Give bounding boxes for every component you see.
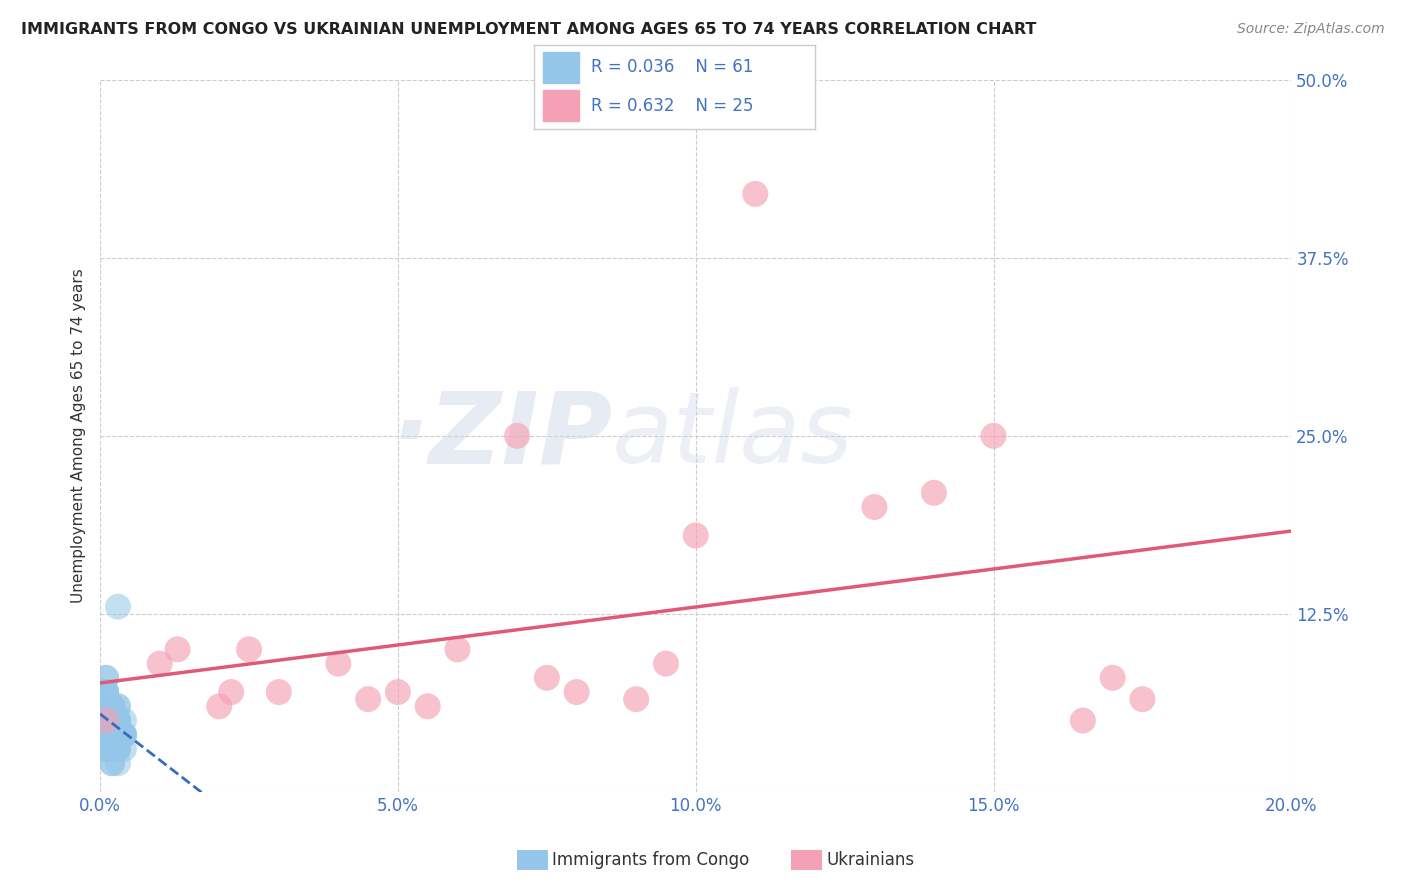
Point (112, 742, 135, 756)
Point (101, 714, 124, 728)
Point (107, 742, 129, 756)
Point (107, 699, 129, 714)
Point (101, 714, 124, 728)
Point (94, 671, 117, 685)
Point (107, 742, 129, 756)
Point (94, 685, 117, 699)
Point (238, 642, 260, 657)
Point (149, 657, 172, 671)
Text: Source: ZipAtlas.com: Source: ZipAtlas.com (1237, 22, 1385, 37)
Point (107, 714, 129, 728)
Point (94, 728, 117, 742)
Text: ·ZIP: ·ZIP (391, 387, 613, 484)
Point (863, 500, 886, 514)
Point (744, 186, 766, 201)
Text: R = 0.036    N = 61: R = 0.036 N = 61 (591, 59, 752, 77)
Point (101, 728, 124, 742)
Point (446, 642, 468, 657)
Point (1071, 714, 1094, 728)
Point (328, 657, 350, 671)
Point (94, 699, 117, 714)
Point (94, 728, 117, 742)
Point (107, 742, 129, 756)
Point (94, 699, 117, 714)
Point (94, 742, 117, 756)
Point (101, 699, 124, 714)
Point (94, 714, 117, 728)
Point (101, 742, 124, 756)
Point (107, 699, 129, 714)
Point (94, 671, 117, 685)
Point (94, 742, 117, 756)
Point (101, 742, 124, 756)
Point (101, 742, 124, 756)
Point (107, 728, 129, 742)
Point (107, 756, 129, 771)
Point (1132, 692, 1154, 706)
Point (107, 714, 129, 728)
Point (101, 699, 124, 714)
Y-axis label: Unemployment Among Ages 65 to 74 years: Unemployment Among Ages 65 to 74 years (72, 268, 86, 603)
Point (112, 714, 135, 728)
Point (101, 756, 124, 771)
Point (107, 728, 129, 742)
Point (565, 685, 588, 699)
Point (94, 728, 117, 742)
Text: atlas: atlas (613, 387, 853, 484)
Point (112, 728, 135, 742)
Point (101, 728, 124, 742)
Text: IMMIGRANTS FROM CONGO VS UKRAINIAN UNEMPLOYMENT AMONG AGES 65 TO 74 YEARS CORREL: IMMIGRANTS FROM CONGO VS UKRAINIAN UNEMP… (21, 22, 1036, 37)
Point (107, 728, 129, 742)
Bar (543, 53, 579, 83)
Bar (543, 90, 579, 120)
Point (506, 429, 529, 443)
Text: Ukrainians: Ukrainians (825, 851, 914, 869)
Point (624, 692, 647, 706)
Point (107, 599, 129, 614)
Point (94, 685, 117, 699)
Text: Immigrants from Congo: Immigrants from Congo (551, 851, 749, 869)
Point (101, 714, 124, 728)
Point (416, 699, 439, 714)
Point (94, 742, 117, 756)
Point (208, 699, 231, 714)
Point (166, 642, 188, 657)
Point (112, 728, 135, 742)
Point (387, 685, 409, 699)
Point (536, 671, 558, 685)
Point (101, 756, 124, 771)
Point (101, 699, 124, 714)
Point (112, 728, 135, 742)
Point (112, 728, 135, 742)
Text: R = 0.632    N = 25: R = 0.632 N = 25 (591, 96, 754, 114)
Point (357, 692, 380, 706)
Point (107, 714, 129, 728)
Point (101, 699, 124, 714)
Point (101, 728, 124, 742)
Point (983, 429, 1005, 443)
Point (655, 657, 678, 671)
Point (94, 685, 117, 699)
Point (267, 685, 290, 699)
Point (101, 714, 124, 728)
Point (94, 685, 117, 699)
Point (101, 728, 124, 742)
Point (219, 685, 242, 699)
Point (1101, 671, 1123, 685)
Point (94, 714, 117, 728)
Point (94, 699, 117, 714)
Point (94, 728, 117, 742)
Point (685, 528, 707, 542)
Point (101, 714, 124, 728)
Point (94, 699, 117, 714)
Point (922, 485, 945, 500)
Point (94, 714, 117, 728)
Point (101, 714, 124, 728)
Point (107, 714, 129, 728)
Point (101, 699, 124, 714)
Point (94, 742, 117, 756)
Point (94, 714, 117, 728)
